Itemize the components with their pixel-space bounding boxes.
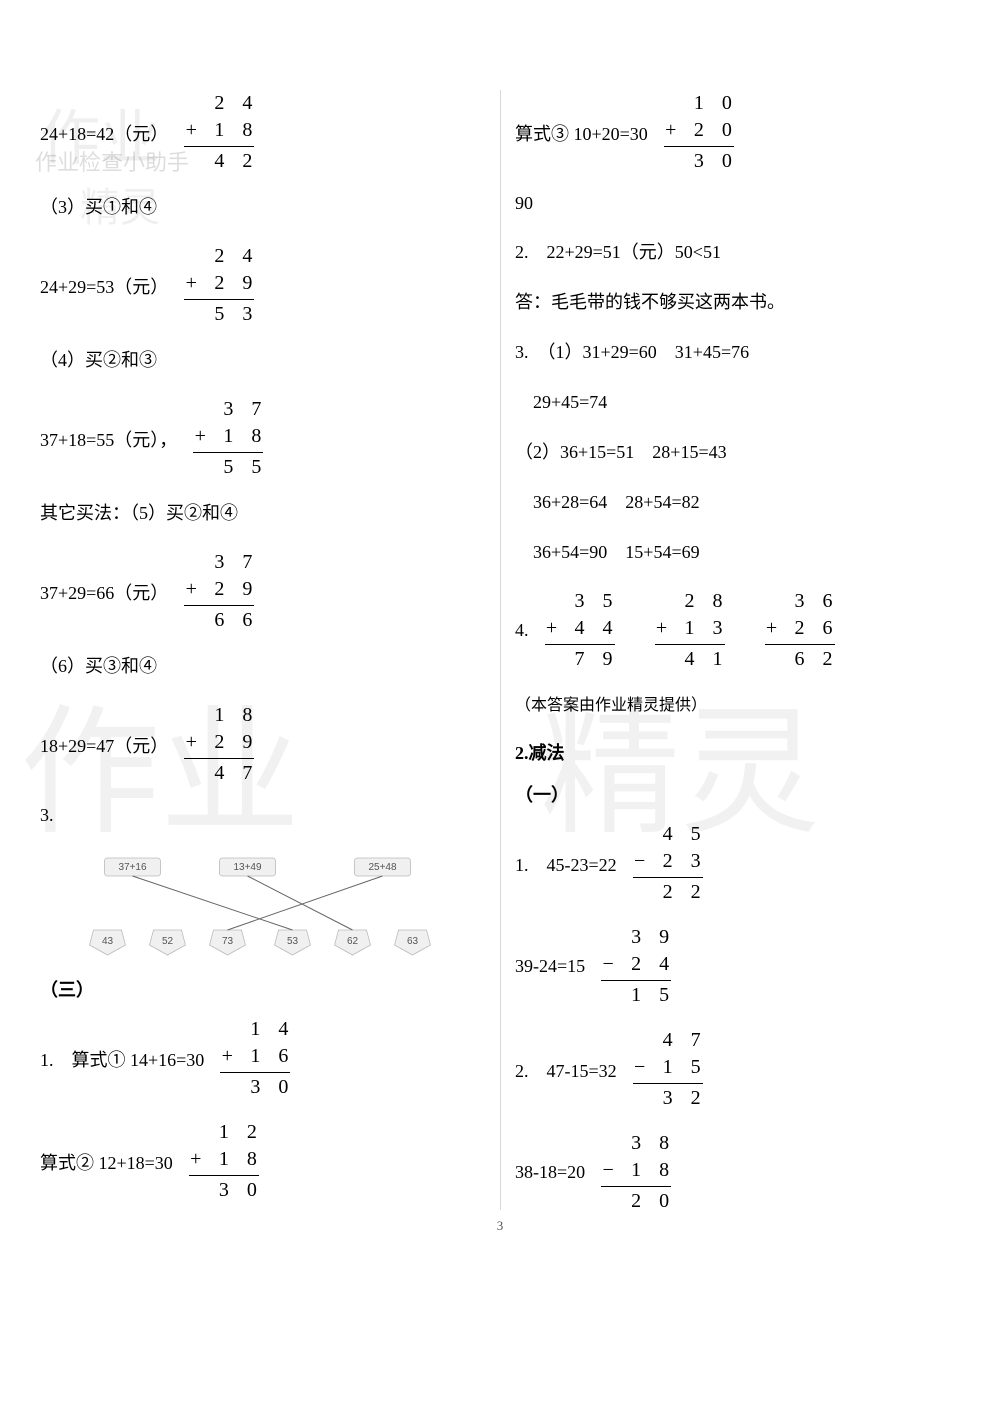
- eq-text: 算式② 12+18=30: [40, 1149, 173, 1175]
- vertical-calc: 28 +13 41: [655, 588, 725, 673]
- sec-4: （4）买②和③: [40, 346, 485, 372]
- svg-text:63: 63: [407, 936, 419, 947]
- eq-row-5: 18+29=47（元） 18 +29 47: [40, 702, 485, 787]
- eq-row-1: 24+18=42（元） 24 +18 42: [40, 90, 485, 175]
- sec-6: （6）买③和④: [40, 652, 485, 678]
- svg-text:25+48: 25+48: [368, 862, 397, 873]
- vertical-calc: 14 +16 30: [220, 1016, 290, 1101]
- vertical-calc: 45 −23 22: [633, 821, 703, 906]
- q3-1: 3. （1）31+29=60 31+45=76: [515, 338, 960, 364]
- vertical-calc: 18 +29 47: [184, 702, 254, 787]
- vertical-calc: 10 +20 30: [664, 90, 734, 175]
- svg-text:62: 62: [347, 936, 359, 947]
- eq-text: 39-24=15: [515, 956, 585, 977]
- eq-text: 1. 算式① 14+16=30: [40, 1046, 204, 1072]
- other-buy: 其它买法：（5）买②和④: [40, 499, 485, 525]
- eq-text: 37+18=55（元），: [40, 426, 177, 452]
- vertical-calc: 39 −24 15: [601, 924, 671, 1009]
- svg-text:73: 73: [222, 936, 234, 947]
- q1a-row: 1. 算式① 14+16=30 14 +16 30: [40, 1016, 485, 1101]
- ninety: 90: [515, 193, 960, 214]
- match-diagram: 37+16 13+49 25+48 43 52 73 53 62 63: [40, 850, 485, 960]
- q3-1b: 29+45=74: [515, 388, 960, 414]
- eq-text: 38-18=20: [515, 1162, 585, 1183]
- ans2: 答：毛毛带的钱不够买这两本书。: [515, 288, 960, 314]
- s1b-row: 39-24=15 39 −24 15: [515, 924, 960, 1009]
- sec-3: （3）买①和④: [40, 193, 485, 219]
- eq-text: 1. 45-23=22: [515, 851, 617, 877]
- eq-text: 24+29=53（元）: [40, 273, 168, 299]
- vertical-calc: 12 +18 30: [189, 1119, 259, 1204]
- sec-one: （一）: [515, 781, 960, 807]
- vertical-calc: 35 +44 79: [545, 588, 615, 673]
- vertical-calc: 37 +29 66: [184, 549, 254, 634]
- eq-text: 24+18=42（元）: [40, 120, 168, 146]
- vertical-calc: 47 −15 32: [633, 1027, 703, 1112]
- subtitle-subtraction: 2.减法: [515, 739, 960, 765]
- vertical-calc: 38 −18 20: [601, 1130, 671, 1215]
- svg-text:13+49: 13+49: [233, 862, 262, 873]
- page-number: 3: [497, 1218, 504, 1234]
- eq-text: 37+29=66（元）: [40, 579, 168, 605]
- svg-text:53: 53: [287, 936, 299, 947]
- svg-text:52: 52: [162, 936, 174, 947]
- eq-row-2: 24+29=53（元） 24 +29 53: [40, 243, 485, 328]
- eq-text: 2. 47-15=32: [515, 1057, 617, 1083]
- s2a-row: 2. 47-15=32 47 −15 32: [515, 1027, 960, 1112]
- s2b-row: 38-18=20 38 −18 20: [515, 1130, 960, 1215]
- eq-text: 18+29=47（元）: [40, 732, 168, 758]
- s1a-row: 1. 45-23=22 45 −23 22: [515, 821, 960, 906]
- left-column: 24+18=42（元） 24 +18 42 （3）买①和④ 24+29=53（元…: [40, 90, 485, 1233]
- vertical-calc: 37 +18 55: [193, 396, 263, 481]
- svg-text:37+16: 37+16: [118, 862, 147, 873]
- q3-2: （2）36+15=51 28+15=43: [515, 438, 960, 464]
- q3-2c: 36+54=90 15+54=69: [515, 538, 960, 564]
- credit-line: （本答案由作业精灵提供）: [515, 691, 960, 715]
- eq-text: 算式③ 10+20=30: [515, 120, 648, 146]
- q3-2b: 36+28=64 28+54=82: [515, 488, 960, 514]
- q1b-row: 算式② 12+18=30 12 +18 30: [40, 1119, 485, 1204]
- q3-label: 3.: [40, 805, 485, 826]
- vertical-calc: 24 +18 42: [184, 90, 254, 175]
- sec-three: （三）: [40, 976, 485, 1002]
- right-column: 算式③ 10+20=30 10 +20 30 90 2. 22+29=51（元）…: [515, 90, 960, 1233]
- q4-row: 4. 35 +44 79 28 +13 41 36 +26 62: [515, 588, 960, 673]
- eq-row-4: 37+29=66（元） 37 +29 66: [40, 549, 485, 634]
- vertical-calc: 24 +29 53: [184, 243, 254, 328]
- q4-label: 4.: [515, 620, 529, 641]
- column-divider: [500, 90, 501, 1210]
- q1c-row: 算式③ 10+20=30 10 +20 30: [515, 90, 960, 175]
- q4-vgroup: 35 +44 79 28 +13 41 36 +26 62: [539, 588, 835, 673]
- svg-text:43: 43: [102, 936, 114, 947]
- eq-row-3: 37+18=55（元）， 37 +18 55: [40, 396, 485, 481]
- q2: 2. 22+29=51（元）50<51: [515, 238, 960, 264]
- vertical-calc: 36 +26 62: [765, 588, 835, 673]
